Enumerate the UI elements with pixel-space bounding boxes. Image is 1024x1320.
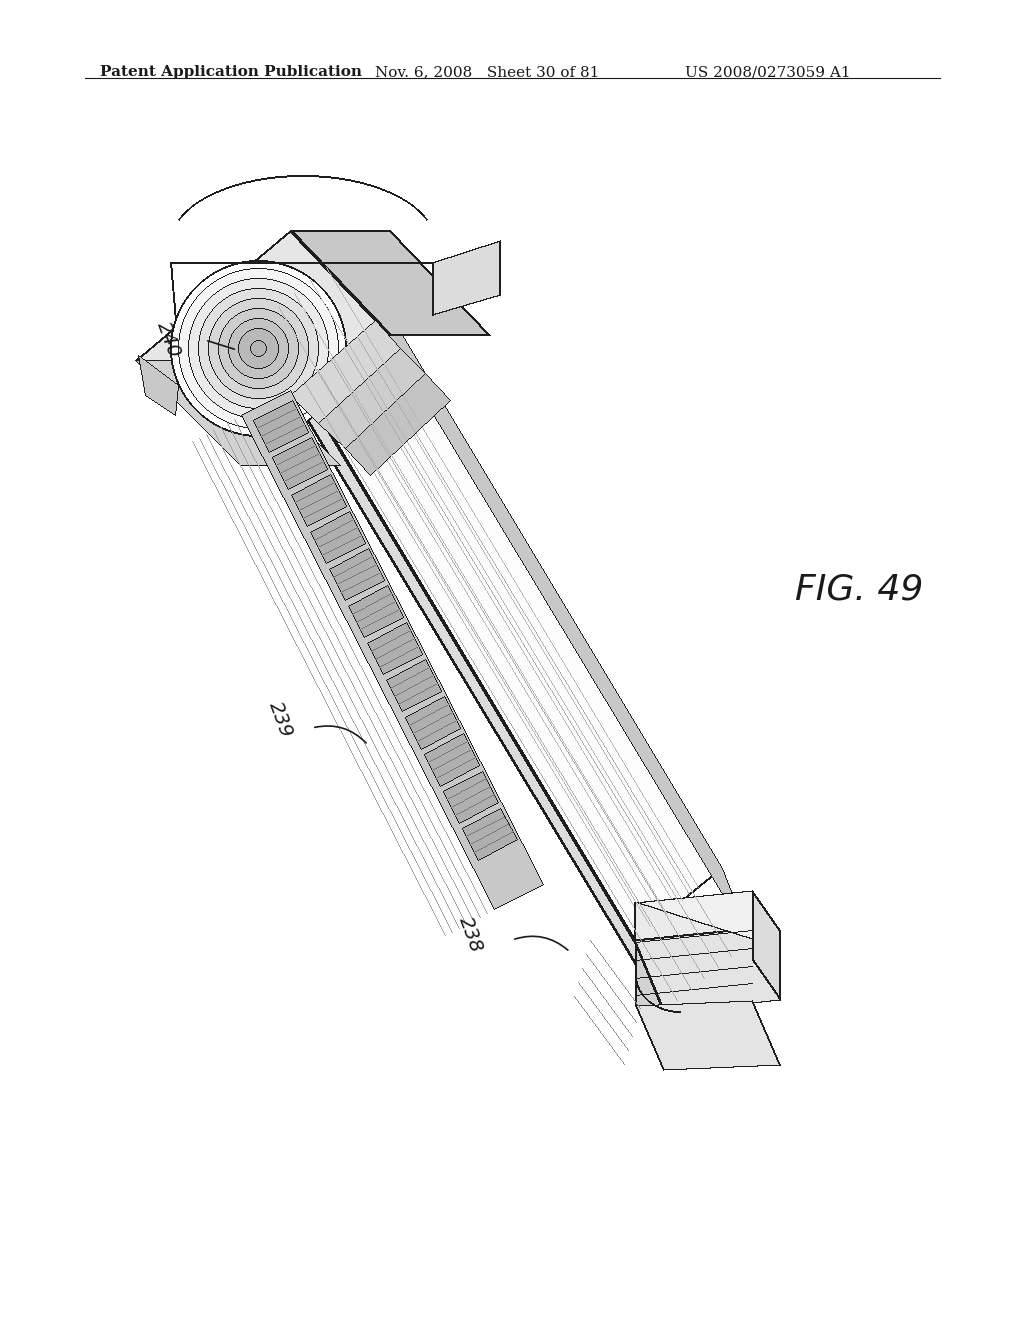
Text: US 2008/0273059 A1: US 2008/0273059 A1: [685, 65, 851, 79]
Text: FIG. 49: FIG. 49: [795, 573, 924, 607]
Text: 240: 240: [153, 319, 183, 360]
Text: 238: 238: [455, 915, 485, 956]
Text: Nov. 6, 2008   Sheet 30 of 81: Nov. 6, 2008 Sheet 30 of 81: [375, 65, 599, 79]
Text: 239: 239: [265, 700, 295, 741]
Text: Patent Application Publication: Patent Application Publication: [100, 65, 362, 79]
